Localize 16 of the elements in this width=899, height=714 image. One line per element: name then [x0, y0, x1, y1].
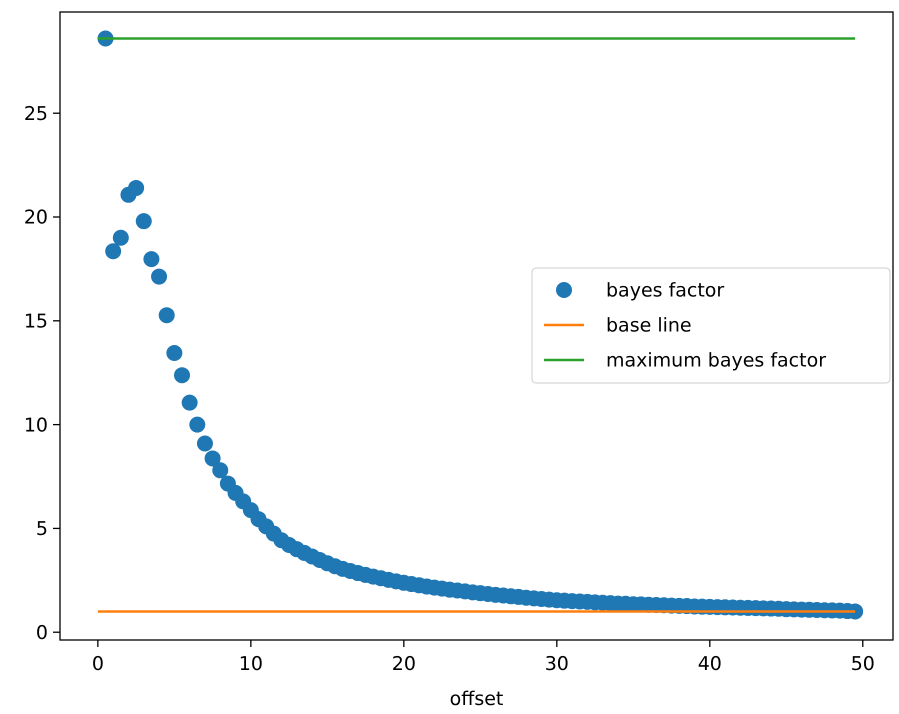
x-tick-label: 10: [238, 653, 263, 675]
legend-label: bayes factor: [606, 280, 724, 302]
x-tick-label: 50: [850, 653, 875, 675]
y-tick-label: 0: [36, 622, 48, 644]
y-tick-label: 5: [36, 518, 48, 540]
y-tick-label: 10: [24, 414, 48, 436]
x-tick-label: 0: [92, 653, 104, 675]
legend-label: base line: [606, 314, 692, 337]
x-tick-label: 40: [698, 653, 722, 675]
x-axis-title: offset: [450, 688, 504, 710]
legend-label: maximum bayes factor: [606, 350, 826, 372]
y-tick-label: 25: [24, 102, 48, 125]
y-tick-label: 20: [24, 206, 48, 229]
x-tick-label: 20: [392, 653, 416, 675]
y-tick-label: 15: [24, 310, 48, 332]
x-tick-label: 30: [544, 653, 569, 675]
